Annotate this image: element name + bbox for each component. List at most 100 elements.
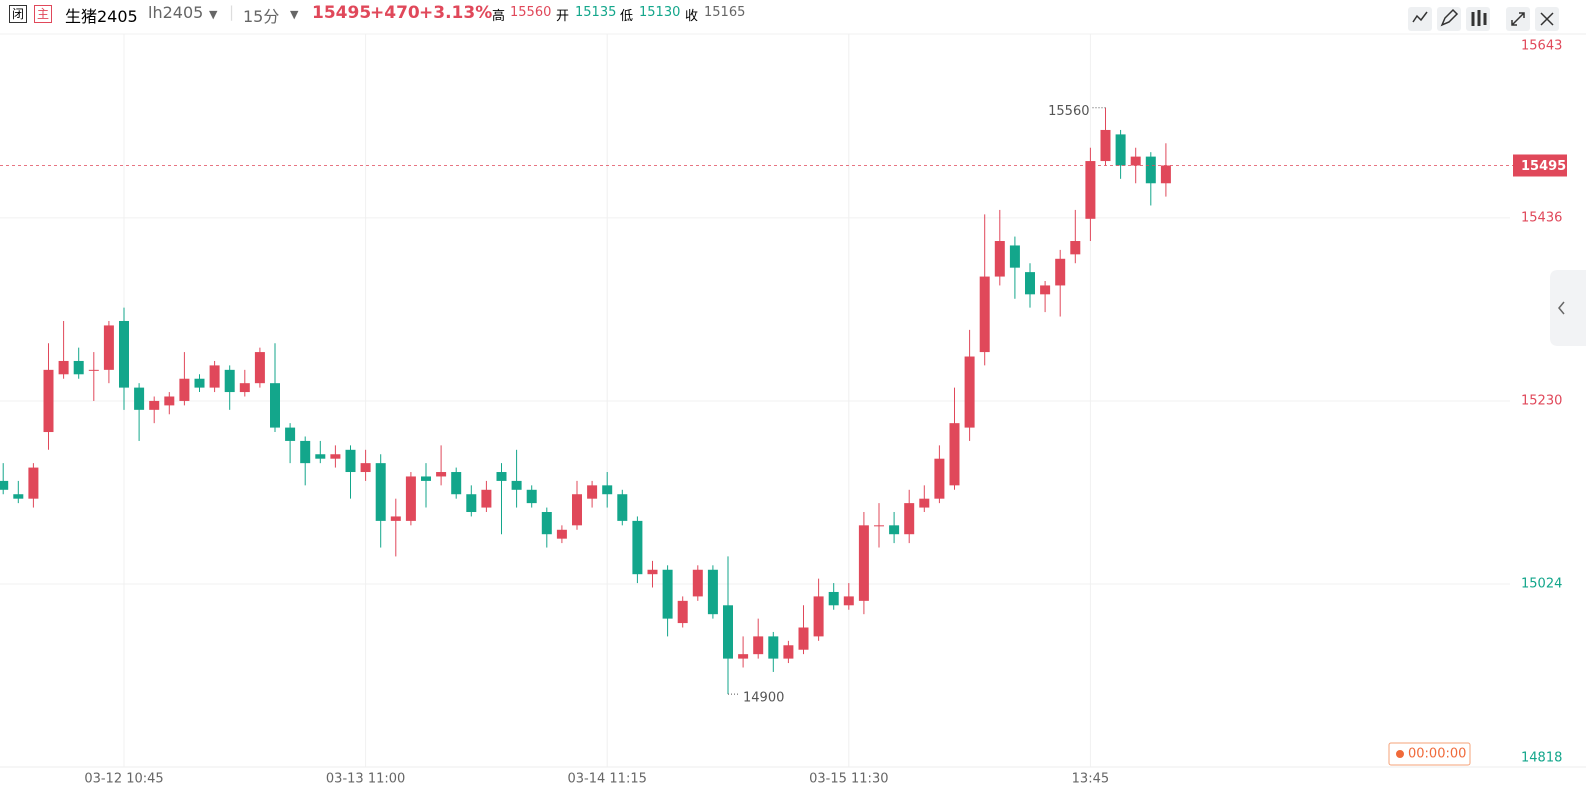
candle-body (511, 480, 522, 490)
candle-body (526, 489, 537, 504)
candle-body (858, 525, 869, 601)
close-value: 15165 (704, 5, 746, 20)
candle-body (843, 596, 854, 606)
candle-body (617, 494, 628, 521)
change-pct: +3.13% (419, 3, 493, 23)
countdown: 00:00:00 (1408, 747, 1466, 762)
candle-body (934, 458, 945, 499)
candle-body (738, 654, 749, 659)
candle-body (572, 494, 582, 526)
high-label: 高 (492, 9, 506, 24)
candle-body (73, 360, 84, 375)
candle-body (1070, 241, 1081, 255)
candle-body (330, 454, 341, 459)
candle-body (345, 449, 356, 473)
close-label: 收 (685, 9, 699, 24)
candle-body (1055, 258, 1066, 286)
min-annotation: 14900 (743, 691, 784, 706)
y-tick-label: 15436 (1521, 210, 1562, 225)
candle-body (1025, 272, 1035, 295)
separator: | (229, 3, 235, 21)
candle-body (1100, 129, 1111, 162)
close-icon (1540, 12, 1554, 26)
candle-body (451, 472, 462, 495)
candle-body (587, 485, 598, 499)
candle-body (768, 636, 779, 659)
candle-body (798, 627, 809, 650)
tool-button[interactable] (1437, 7, 1461, 31)
candle-body (1160, 165, 1171, 184)
candle-body (270, 383, 280, 428)
candle-body (1130, 156, 1141, 166)
candle-body (1009, 245, 1020, 268)
price: 15495 (312, 3, 372, 23)
tool-icon (1471, 10, 1487, 26)
candle-body (723, 605, 733, 659)
candle-body (874, 525, 884, 527)
candle-body (1115, 134, 1126, 166)
max-annotation: 15560 (1048, 104, 1089, 119)
candle-body (889, 525, 900, 535)
open-label: 开 (556, 9, 570, 24)
x-tick-label: 03-14 11:15 (568, 772, 647, 787)
candle-body (1085, 161, 1096, 219)
high-value: 15560 (510, 5, 552, 20)
side-panel-arrow (1558, 301, 1565, 315)
header: 闭 主 生猪2405 lh2405 ▼ | 15分 ▼ 15495 +470 +… (0, 0, 1400, 28)
candle-body (134, 387, 145, 410)
toolbar (1408, 7, 1559, 31)
candle-body (300, 440, 311, 464)
y-tick-label: 15024 (1521, 576, 1562, 591)
candle-body (254, 352, 265, 384)
candle-body (390, 516, 401, 521)
candle-body (994, 241, 1005, 277)
candle-body (919, 498, 930, 508)
dropdown-arrow[interactable]: ▼ (290, 8, 299, 21)
candle-body (707, 569, 718, 615)
countdown-icon (1396, 750, 1404, 758)
current-price-tag (1513, 154, 1567, 177)
candle-body (1040, 285, 1051, 295)
candle-body (556, 529, 567, 539)
candle-body (149, 400, 160, 410)
low-label: 低 (620, 9, 634, 24)
low-value: 15130 (639, 5, 681, 20)
candle-body (662, 569, 673, 619)
candle-body (481, 489, 492, 508)
candle-body (541, 512, 552, 535)
countdown-box (1388, 742, 1471, 766)
candle-body (0, 480, 9, 490)
candle-body (224, 369, 235, 393)
candle-body (405, 476, 416, 521)
y-tick-label: 15230 (1521, 393, 1562, 408)
period[interactable]: 15分 (243, 7, 280, 26)
status-badge: 闭 (9, 5, 28, 23)
candle-body (692, 569, 703, 597)
candle-body (43, 369, 54, 433)
candle-body (828, 591, 839, 606)
y-tick-label: 14818 (1521, 751, 1562, 766)
dropdown-arrow[interactable]: ▼ (209, 8, 218, 21)
candle-body (904, 503, 915, 535)
candle-body (753, 636, 764, 655)
instrument-code[interactable]: lh2405 (148, 3, 204, 22)
candle-body (375, 463, 386, 521)
mode-badge[interactable]: 主 (34, 5, 53, 23)
x-tick-label: 13:45 (1072, 772, 1109, 787)
candle-body (964, 356, 975, 428)
candle-body (103, 325, 114, 370)
tool-icon (1440, 8, 1459, 27)
candle-body (239, 383, 250, 393)
candle-body (209, 365, 220, 388)
candle-body (179, 378, 190, 401)
candle-body (783, 645, 794, 659)
candle-body (88, 369, 99, 371)
candle-body (466, 494, 477, 513)
candle-body (647, 569, 658, 575)
x-tick-label: 03-13 11:00 (326, 772, 405, 787)
candle-body (315, 454, 326, 459)
side-panel-tab[interactable] (1550, 270, 1586, 346)
expand-icon (1511, 12, 1525, 26)
